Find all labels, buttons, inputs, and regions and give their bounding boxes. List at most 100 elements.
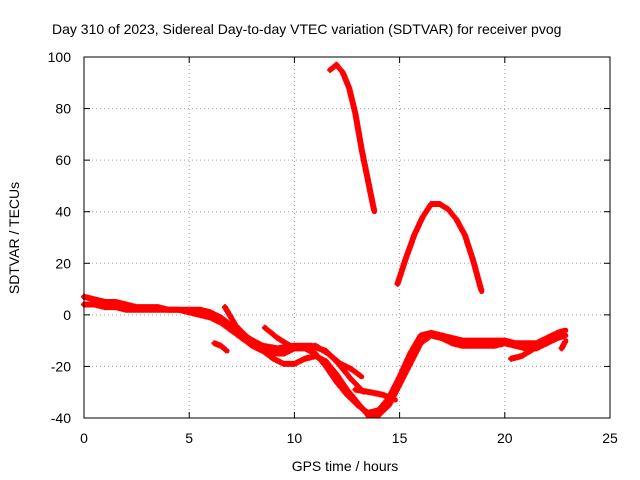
- data-point: [491, 338, 497, 344]
- data-point: [563, 332, 569, 338]
- data-point: [411, 232, 417, 238]
- series-track-b: [81, 301, 569, 419]
- data-point: [165, 307, 171, 313]
- data-point: [123, 307, 129, 313]
- data-point: [470, 343, 476, 349]
- data-point: [470, 258, 476, 264]
- data-point: [113, 304, 119, 310]
- data-point: [418, 340, 424, 346]
- series-markers: [394, 201, 485, 294]
- x-tick-label: 15: [392, 430, 408, 446]
- data-point: [300, 345, 306, 351]
- y-tick-label: 60: [55, 152, 71, 168]
- data-point: [352, 111, 358, 117]
- data-point: [470, 338, 476, 344]
- data-point: [376, 412, 382, 418]
- series-markers: [508, 336, 549, 362]
- y-tick-label: -40: [51, 410, 71, 426]
- data-point: [218, 314, 224, 320]
- data-point: [218, 343, 224, 349]
- data-point: [481, 343, 487, 349]
- data-point: [197, 312, 203, 318]
- data-point: [428, 332, 434, 338]
- data-point: [123, 302, 129, 308]
- data-point: [348, 376, 354, 382]
- series-track-e: [211, 340, 230, 354]
- data-point: [407, 351, 413, 357]
- data-point: [346, 85, 352, 91]
- data-point: [333, 62, 339, 68]
- data-point: [333, 371, 339, 377]
- data-point: [519, 353, 525, 359]
- y-tick-label: -20: [51, 358, 71, 374]
- data-point: [270, 351, 276, 357]
- data-point: [445, 206, 451, 212]
- data-point: [207, 309, 213, 315]
- data-point: [222, 304, 228, 310]
- data-point: [460, 338, 466, 344]
- data-point: [365, 178, 371, 184]
- ticks: 0 5 10 15 20 25 -40 -20 0 20 40 60 80 100: [48, 49, 618, 446]
- series-markers: [327, 61, 378, 214]
- data-point: [186, 309, 192, 315]
- data-point: [155, 307, 161, 313]
- data-point: [338, 361, 344, 367]
- data-point: [420, 214, 426, 220]
- data-point: [428, 201, 434, 207]
- data-point: [394, 281, 400, 287]
- data-point: [491, 343, 497, 349]
- data-point: [554, 335, 560, 341]
- series-track-g: [508, 335, 550, 362]
- data-point: [197, 307, 203, 313]
- data-point: [535, 343, 541, 349]
- series-arc-2: [394, 201, 485, 295]
- data-point: [403, 255, 409, 261]
- data-point: [323, 358, 329, 364]
- x-tick-label: 25: [602, 430, 618, 446]
- data-point: [102, 299, 108, 305]
- data-point: [224, 348, 230, 354]
- data-point: [367, 389, 373, 395]
- data-point: [559, 345, 565, 351]
- series-arc-1: [327, 61, 378, 215]
- data-point: [523, 340, 529, 346]
- data-point: [102, 304, 108, 310]
- data-point: [260, 343, 266, 349]
- series-layer: [81, 61, 569, 419]
- data-point: [218, 320, 224, 326]
- y-axis-label: SDTVAR / TECUs: [6, 182, 22, 294]
- data-point: [245, 335, 251, 341]
- data-point: [386, 402, 392, 408]
- data-point: [380, 392, 386, 398]
- data-point: [249, 343, 255, 349]
- chart-title: Day 310 of 2023, Sidereal Day-to-day VTE…: [52, 21, 561, 37]
- data-point: [544, 335, 550, 341]
- x-tick-label: 20: [497, 430, 513, 446]
- data-point: [144, 307, 150, 313]
- data-point: [352, 387, 358, 393]
- data-point: [449, 340, 455, 346]
- x-tick-label: 0: [80, 430, 88, 446]
- data-point: [281, 351, 287, 357]
- data-point: [502, 340, 508, 346]
- data-point: [371, 209, 377, 215]
- data-point: [563, 327, 569, 333]
- data-point: [287, 343, 293, 349]
- data-point: [228, 327, 234, 333]
- data-point: [527, 348, 533, 354]
- data-point: [281, 361, 287, 367]
- data-point: [113, 299, 119, 305]
- gridlines: [84, 57, 610, 418]
- y-tick-label: 80: [55, 101, 71, 117]
- data-point: [232, 322, 238, 328]
- data-point: [176, 307, 182, 313]
- data-point: [92, 296, 98, 302]
- x-tick-label: 5: [185, 430, 193, 446]
- data-point: [312, 343, 318, 349]
- data-point: [453, 216, 459, 222]
- data-point: [554, 330, 560, 336]
- data-point: [340, 69, 346, 75]
- data-point: [239, 335, 245, 341]
- data-point: [397, 381, 403, 387]
